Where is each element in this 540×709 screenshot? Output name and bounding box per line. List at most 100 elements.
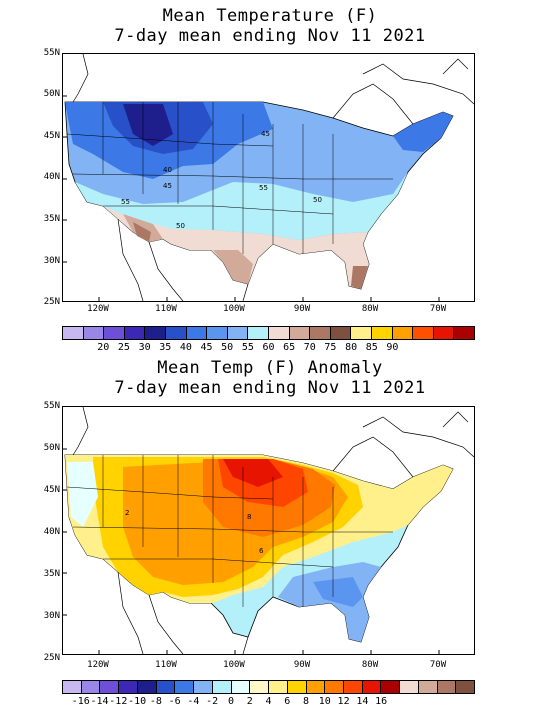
colorbar-swatch	[418, 681, 438, 693]
panel-1-colorbar	[62, 326, 475, 340]
colorbar-label: -4	[187, 696, 200, 707]
colorbar-swatch	[175, 681, 195, 693]
lat-label: 25N	[43, 653, 60, 663]
anomaly-map-graphic: 2 8 6	[63, 407, 474, 654]
colorbar-label: -14	[90, 696, 109, 707]
colorbar-swatch	[212, 681, 232, 693]
panel-2-map: 2 8 6	[62, 406, 475, 655]
lon-label: 100W	[223, 304, 245, 314]
colorbar-swatch	[392, 327, 414, 339]
panel-2-colorbar	[62, 680, 475, 694]
colorbar-swatch	[287, 681, 307, 693]
colorbar-label: 40	[179, 342, 192, 353]
panel-1-title-line2: 7-day mean ending Nov 11 2021	[114, 26, 426, 46]
colorbar-label: 14	[356, 696, 369, 707]
contour-label: 2	[125, 509, 129, 517]
colorbar-swatch	[248, 327, 269, 339]
colorbar-label: 30	[138, 342, 151, 353]
colorbar-label: 35	[159, 342, 172, 353]
lat-label: 55N	[43, 401, 60, 411]
colorbar-swatch	[433, 327, 455, 339]
colorbar-swatch	[454, 327, 474, 339]
panel-1-title-line1: Mean Temperature (F)	[162, 6, 378, 26]
colorbar-swatch	[310, 327, 331, 339]
colorbar-label: -10	[128, 696, 147, 707]
lon-label: 80W	[361, 660, 379, 670]
colorbar-label: 80	[345, 342, 358, 353]
colorbar-swatch	[400, 681, 419, 693]
colorbar-swatch	[437, 681, 457, 693]
colorbar-swatch	[362, 681, 382, 693]
colorbar-label: 12	[337, 696, 350, 707]
lat-label: 35N	[43, 214, 60, 224]
lat-label: 55N	[43, 48, 60, 58]
colorbar-label: 60	[262, 342, 275, 353]
lon-label: 120W	[87, 304, 109, 314]
colorbar-swatch	[250, 681, 270, 693]
colorbar-swatch	[306, 681, 326, 693]
colorbar-label: 65	[283, 342, 296, 353]
colorbar-label: 55	[241, 342, 254, 353]
contour-label: 6	[259, 547, 264, 555]
contour-label: 8	[247, 513, 251, 521]
colorbar-swatch	[83, 327, 105, 339]
colorbar-swatch	[289, 327, 311, 339]
colorbar-label: 85	[365, 342, 378, 353]
contour-label: 50	[176, 222, 185, 230]
colorbar-label: 50	[221, 342, 234, 353]
colorbar-swatch	[207, 327, 228, 339]
contour-label: 50	[313, 196, 322, 204]
colorbar-label: 4	[265, 696, 272, 707]
contour-label: 45	[261, 130, 270, 138]
lat-label: 30N	[43, 611, 60, 621]
colorbar-label: -6	[168, 696, 181, 707]
colorbar-swatch	[63, 327, 84, 339]
colorbar-swatch	[119, 681, 138, 693]
colorbar-swatch	[413, 327, 434, 339]
contour-label: 40	[163, 166, 172, 174]
colorbar-swatch	[325, 681, 345, 693]
colorbar-label: 0	[227, 696, 234, 707]
lat-label: 45N	[43, 485, 60, 495]
colorbar-swatch	[186, 327, 208, 339]
colorbar-swatch	[100, 681, 120, 693]
colorbar-label: 75	[324, 342, 337, 353]
colorbar-swatch	[268, 327, 290, 339]
colorbar-label: -2	[206, 696, 219, 707]
lon-label: 120W	[87, 660, 109, 670]
colorbar-swatch	[165, 327, 187, 339]
colorbar-swatch	[344, 681, 363, 693]
lon-label: 110W	[155, 304, 177, 314]
contour-label: 55	[121, 198, 130, 206]
lat-label: 25N	[43, 297, 60, 307]
colorbar-swatch	[231, 681, 251, 693]
colorbar-label: 6	[284, 696, 291, 707]
temperature-map-graphic: 45 40 45 55 50 55 50	[63, 54, 474, 301]
colorbar-swatch	[156, 681, 176, 693]
colorbar-label: -12	[109, 696, 128, 707]
colorbar-swatch	[227, 327, 249, 339]
colorbar-swatch	[145, 327, 166, 339]
colorbar-swatch	[269, 681, 288, 693]
lon-label: 110W	[155, 660, 177, 670]
panel-2-title-line2: 7-day mean ending Nov 11 2021	[114, 378, 426, 398]
lat-label: 50N	[43, 89, 60, 99]
colorbar-swatch	[104, 327, 125, 339]
contour-label: 45	[163, 182, 172, 190]
panel-1-map: 45 40 45 55 50 55 50	[62, 53, 475, 302]
colorbar-swatch	[137, 681, 157, 693]
colorbar-label: 20	[97, 342, 110, 353]
lat-label: 40N	[43, 172, 60, 182]
colorbar-swatch	[456, 681, 475, 693]
colorbar-swatch	[351, 327, 372, 339]
colorbar-swatch	[330, 327, 352, 339]
colorbar-swatch	[81, 681, 101, 693]
colorbar-label: 10	[318, 696, 331, 707]
colorbar-swatch	[371, 327, 393, 339]
lon-label: 70W	[429, 304, 447, 314]
colorbar-label: 90	[386, 342, 399, 353]
colorbar-label: 16	[375, 696, 388, 707]
colorbar-label: -16	[71, 696, 90, 707]
panel-2-title-line1: Mean Temp (F) Anomaly	[157, 358, 383, 378]
lon-label: 90W	[293, 304, 311, 314]
